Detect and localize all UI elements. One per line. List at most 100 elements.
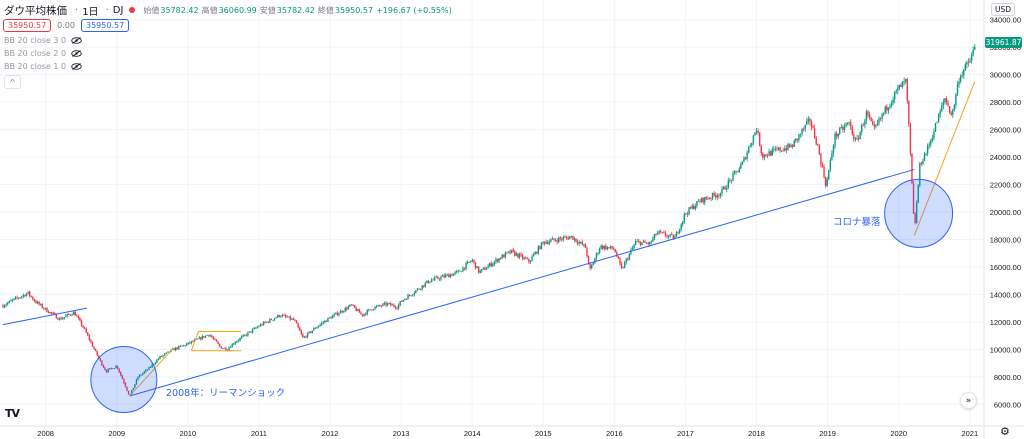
candle-body <box>261 324 263 326</box>
candle-body <box>388 303 390 304</box>
candle-body <box>623 262 626 268</box>
candle-body <box>843 126 846 130</box>
candle-body <box>865 111 868 121</box>
candle-body <box>562 237 565 240</box>
candle-body <box>154 362 156 365</box>
candle-body <box>275 317 277 319</box>
candle-body <box>817 144 819 146</box>
candle-body <box>746 152 748 160</box>
candle-body <box>639 241 642 246</box>
candle-body <box>802 129 805 130</box>
y-tick-label: 22000.00 <box>990 181 1021 190</box>
candle-body <box>569 236 571 240</box>
candle-body <box>595 253 598 259</box>
lehman-circle <box>90 346 158 414</box>
candle-body <box>705 197 708 199</box>
candle-body <box>915 202 918 224</box>
candle-body <box>509 251 511 254</box>
candle-body <box>872 121 874 125</box>
candle-body <box>810 121 813 127</box>
candle-body <box>790 145 792 147</box>
candle-body <box>19 297 21 299</box>
candle-body <box>744 157 747 160</box>
candle-body <box>939 111 941 115</box>
exchange-label: DJ <box>112 4 124 16</box>
candle-body <box>594 258 596 263</box>
collapse-legend-button[interactable]: ^ <box>4 75 21 89</box>
candle-body <box>766 155 769 157</box>
settings-gear-icon[interactable]: ⚙ <box>1000 425 1010 438</box>
candle-body <box>724 186 726 190</box>
candle-body <box>545 242 547 244</box>
candle-body <box>710 198 712 199</box>
y-tick-label: 20000.00 <box>990 208 1021 217</box>
candle-body <box>87 332 89 336</box>
candle-body <box>57 318 59 320</box>
candle-body <box>94 348 97 351</box>
x-tick-label: 2011 <box>251 429 267 438</box>
sell-price-button[interactable]: 35950.57 <box>3 19 52 32</box>
candle-body <box>264 322 266 323</box>
candle-body <box>60 318 62 320</box>
candle-body <box>556 240 558 243</box>
tradingview-logo[interactable]: TV <box>5 407 20 420</box>
indicator-legend-bb1[interactable]: BB 20 close 1 0 <box>4 62 82 71</box>
eye-hidden-icon[interactable] <box>71 37 82 44</box>
buy-price-button[interactable]: 35950.57 <box>80 19 130 32</box>
candle-body <box>826 179 828 186</box>
candle-body <box>664 232 667 236</box>
candle-body <box>832 145 835 154</box>
candle-body <box>305 336 307 338</box>
indicator-legend-bb2[interactable]: BB 20 close 2 0 <box>4 49 82 58</box>
candle-body <box>201 336 204 340</box>
candle-body <box>598 248 601 254</box>
timeframe-label[interactable]: 1日 <box>82 6 99 18</box>
candle-body <box>909 123 912 154</box>
candle-body <box>912 183 915 214</box>
symbol-name[interactable]: ダウ平均株価 <box>4 4 67 17</box>
candle-body <box>900 84 902 87</box>
candle-body <box>570 235 572 237</box>
candle-body <box>434 277 436 280</box>
candle-body <box>7 302 9 305</box>
candle-body <box>74 311 76 316</box>
candle-body <box>777 147 780 150</box>
candle-body <box>605 245 607 250</box>
candle-body <box>914 213 916 224</box>
candle-body <box>390 303 392 306</box>
candle-body <box>437 276 439 279</box>
trendline-2007 <box>2 307 87 326</box>
chart-legend-header: ダウ平均株価 · 1日 · DJ 始値35782.42 高値36060.99 安… <box>4 2 452 18</box>
candle-body <box>490 263 492 267</box>
candle-body <box>715 195 717 198</box>
eye-hidden-icon[interactable] <box>71 63 82 70</box>
candle-body <box>120 372 122 376</box>
candle-body <box>481 269 483 271</box>
candle-body <box>834 133 836 146</box>
lehman-annotation[interactable]: 2008年：リーマンショック <box>166 388 286 399</box>
corona-annotation[interactable]: コロナ暴落 <box>833 217 881 228</box>
candle-body <box>619 258 621 264</box>
candle-body <box>818 145 821 155</box>
candle-body <box>68 314 70 315</box>
candle-body <box>848 122 850 123</box>
candle-body <box>503 254 505 258</box>
candle-body <box>950 112 952 115</box>
candle-body <box>13 298 15 300</box>
currency-button[interactable]: USD <box>991 3 1016 16</box>
scroll-to-realtime-button[interactable]: » <box>960 392 977 409</box>
candle-body <box>947 102 949 107</box>
candle-body <box>707 198 709 200</box>
candle-body <box>862 124 864 126</box>
candle-body <box>611 246 613 249</box>
candle-body <box>459 270 461 272</box>
candle-body <box>752 135 755 143</box>
candle-body <box>28 291 31 296</box>
candle-body <box>757 130 759 133</box>
indicator-legend-bb3[interactable]: BB 20 close 3 0 <box>4 36 82 45</box>
eye-hidden-icon[interactable] <box>71 50 82 57</box>
candle-body <box>421 285 423 290</box>
candle-body <box>682 221 684 225</box>
candle-body <box>83 327 86 329</box>
